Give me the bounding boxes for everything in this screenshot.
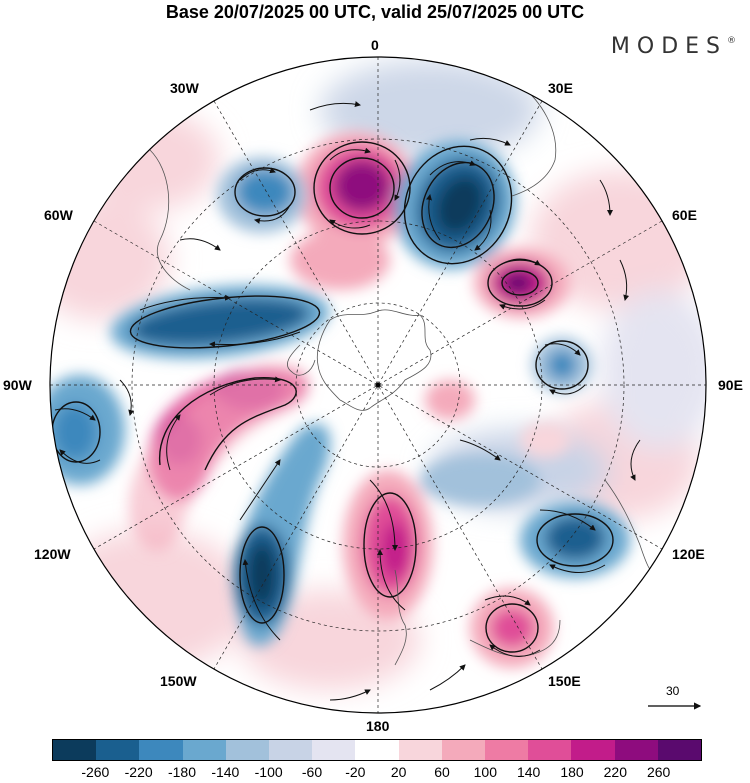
colorbar-swatch <box>355 740 399 760</box>
colorbar-tick-label: -20 <box>345 764 366 780</box>
colorbar-tick-label: 220 <box>603 764 628 780</box>
map-title: Base 20/07/2025 00 UTC, valid 25/07/2025… <box>165 2 585 22</box>
colorbar-ticks: -260 -220 -180 -140 -100 -60 -20 20 60 100 140 180 2… <box>0 764 750 782</box>
colorbar-swatch <box>398 740 442 760</box>
colorbar-tick-label: 140 <box>516 764 541 780</box>
colorbar-tick-label: 260 <box>646 764 671 780</box>
coastlines <box>149 84 661 666</box>
lon-label-180: 180 <box>366 718 390 734</box>
colorbar-swatch <box>53 740 97 760</box>
colorbar-tick-label: 20 <box>390 764 407 780</box>
colorbar-tick-label: 100 <box>473 764 498 780</box>
lon-label-90w: 90W <box>3 377 32 393</box>
lon-label-60e: 60E <box>672 207 697 223</box>
colorbar-swatch <box>312 740 356 760</box>
lon-label-150w: 150W <box>160 673 197 689</box>
colorbar-tick-label: -180 <box>167 764 197 780</box>
map-border <box>49 56 707 714</box>
colorbar-swatch <box>657 740 702 760</box>
colorbar-swatch <box>485 740 529 760</box>
colorbar-swatch <box>182 740 226 760</box>
colorbar-tick-label: 180 <box>560 764 584 780</box>
reference-vector-label: 30 <box>666 684 680 698</box>
registered-mark: ® <box>727 36 736 46</box>
brand-name: MODES <box>610 34 727 59</box>
colorbar-swatch <box>614 740 658 760</box>
lon-label-120w: 120W <box>34 546 71 562</box>
colorbar-swatch <box>528 740 572 760</box>
colorbar-tick-label: -260 <box>81 764 110 780</box>
colorbar-swatch <box>571 740 615 760</box>
colorbar-swatch <box>96 740 140 760</box>
colorbar-swatch <box>441 740 486 760</box>
lon-label-120e: 120E <box>672 546 705 562</box>
graticule <box>50 57 706 713</box>
contour-lines <box>51 141 614 653</box>
map-disc <box>50 57 706 713</box>
lon-label-30e: 30E <box>548 80 573 96</box>
lon-label-60w: 60W <box>44 207 73 223</box>
wind-vectors <box>54 101 641 701</box>
colorbar-tick-label: -140 <box>211 764 240 780</box>
north-pole-marker <box>375 382 381 388</box>
colorbar-tick-label: -60 <box>301 764 323 780</box>
lon-label-30w: 30W <box>170 80 199 96</box>
colorbar-swatch <box>269 740 313 760</box>
colorbar-tick-label: -100 <box>254 764 283 780</box>
lon-label-90e: 90E <box>718 377 743 393</box>
lon-label-0: 0 <box>371 37 379 53</box>
colorbar-swatch <box>225 740 270 760</box>
brand-logo: MODES® <box>611 34 736 59</box>
lon-label-150e: 150E <box>548 673 581 689</box>
colorbar-tick-label: 60 <box>434 764 450 780</box>
colorbar-tick-label: -220 <box>124 764 153 780</box>
colorbar <box>52 739 702 761</box>
colorbar-swatch <box>139 740 183 760</box>
